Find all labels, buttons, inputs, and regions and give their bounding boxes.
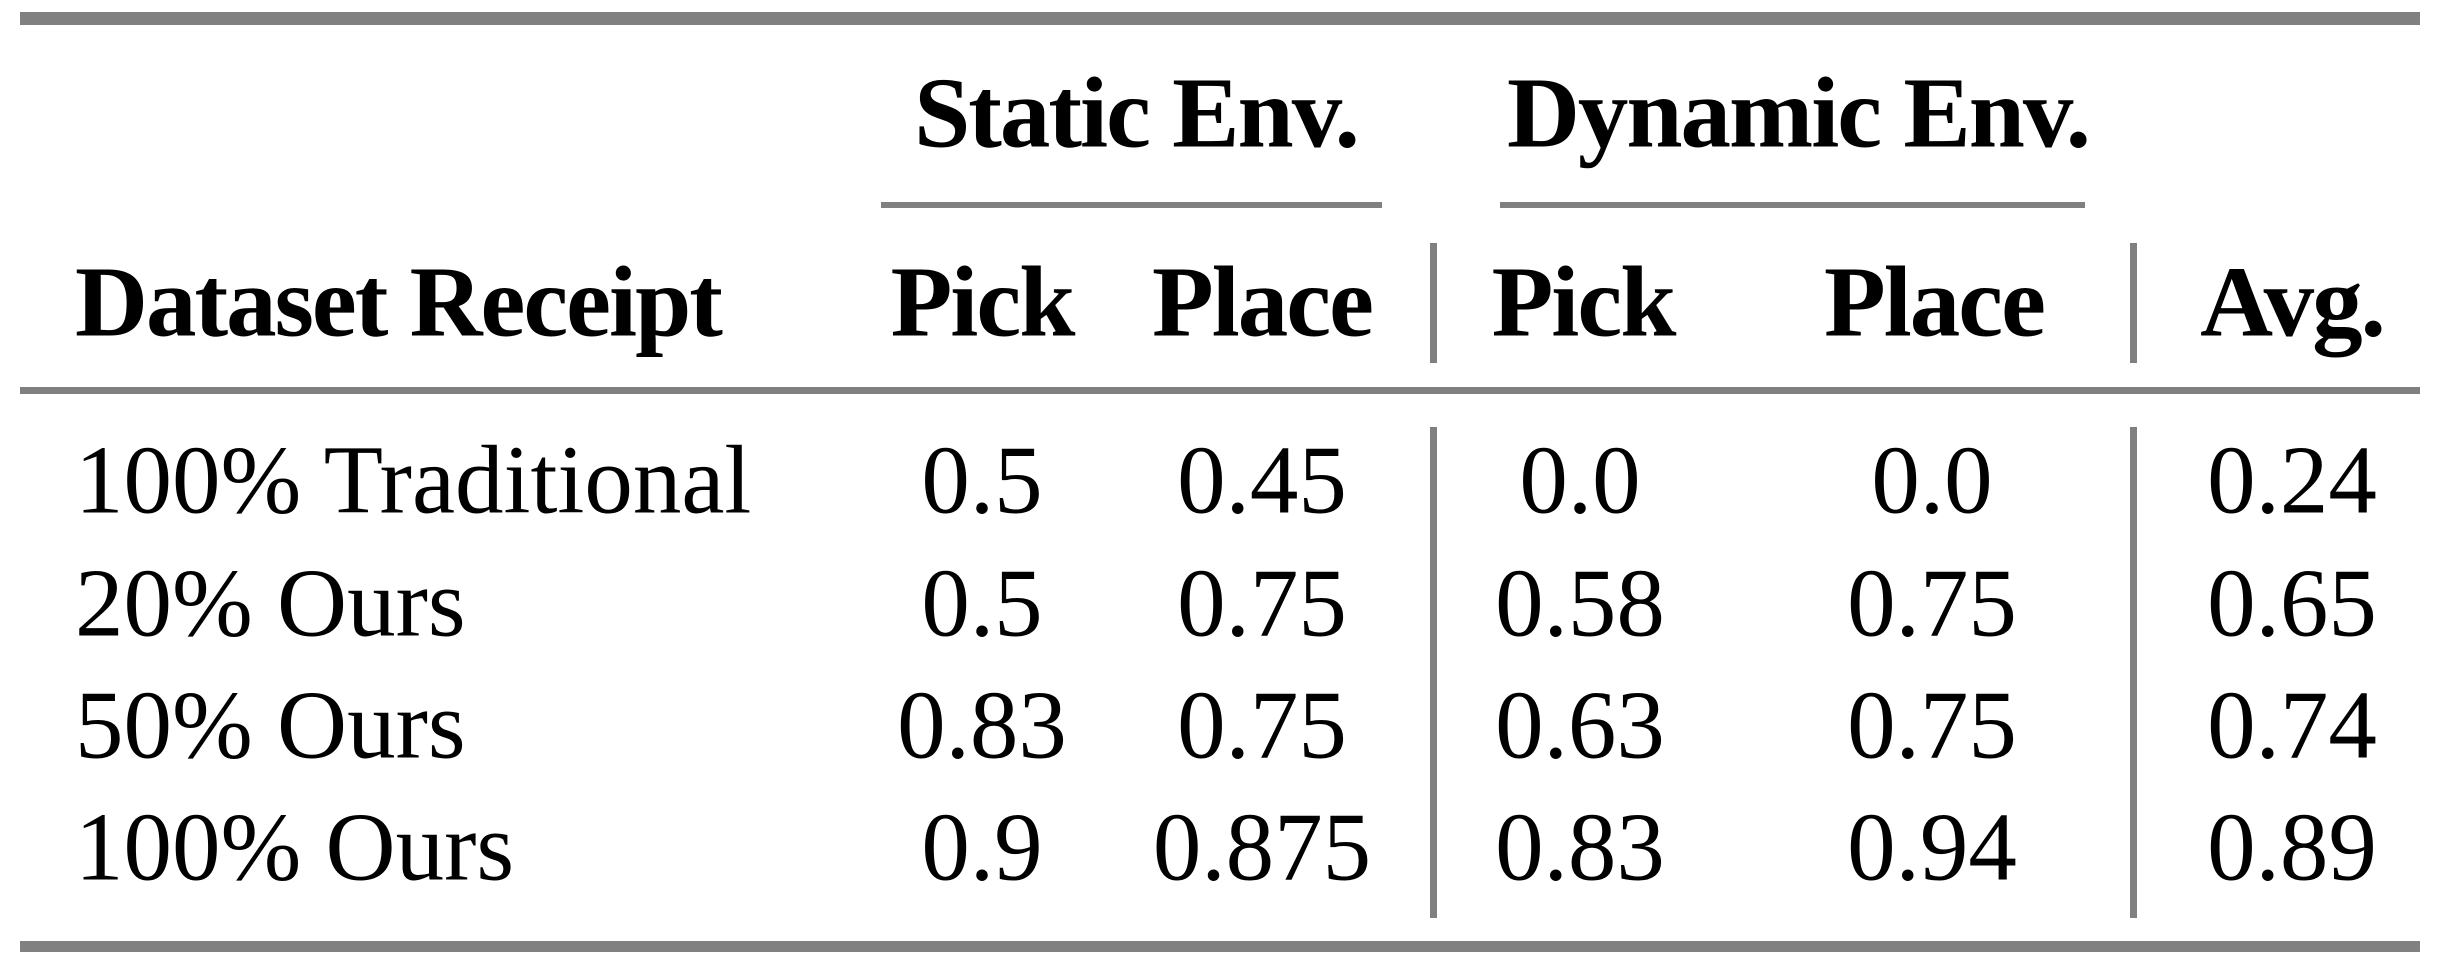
static-group-midrule <box>881 202 1382 208</box>
cell-avg: 0.74 <box>2207 671 2377 779</box>
group-header-static-env: Static Env. <box>914 56 1360 169</box>
static-dynamic-divider-body <box>1430 427 1437 918</box>
cell-static-place: 0.45 <box>1177 426 1347 534</box>
column-header-dynamic-place: Place <box>1824 245 2046 358</box>
header-separator-rule <box>20 387 2420 394</box>
cell-dynamic-pick: 0.83 <box>1495 793 1665 901</box>
cell-static-pick: 0.83 <box>897 671 1067 779</box>
column-header-dynamic-pick: Pick <box>1491 245 1677 358</box>
row-label: 50% Ours <box>75 671 466 779</box>
top-rule <box>20 12 2420 25</box>
cell-dynamic-pick: 0.58 <box>1495 549 1665 657</box>
column-header-static-place: Place <box>1152 245 1374 358</box>
column-header-dataset: Dataset Receipt <box>75 245 723 358</box>
cell-static-pick: 0.9 <box>921 793 1043 901</box>
row-label: 100% Traditional <box>75 426 752 534</box>
dynamic-avg-divider-header <box>2130 243 2137 363</box>
cell-dynamic-place: 0.0 <box>1871 426 1993 534</box>
cell-avg: 0.24 <box>2207 426 2377 534</box>
cell-static-pick: 0.5 <box>921 549 1043 657</box>
cell-static-place: 0.875 <box>1152 793 1372 901</box>
cell-dynamic-place: 0.75 <box>1847 671 2017 779</box>
cell-static-place: 0.75 <box>1177 549 1347 657</box>
column-header-static-pick: Pick <box>890 245 1076 358</box>
cell-avg: 0.89 <box>2207 793 2377 901</box>
static-dynamic-divider-header <box>1430 243 1437 363</box>
column-header-avg: Avg. <box>2200 245 2386 358</box>
cell-dynamic-pick: 0.63 <box>1495 671 1665 779</box>
row-label: 20% Ours <box>75 549 466 657</box>
bottom-rule <box>20 941 2420 952</box>
cell-dynamic-place: 0.75 <box>1847 549 2017 657</box>
cell-dynamic-pick: 0.0 <box>1519 426 1641 534</box>
cell-static-place: 0.75 <box>1177 671 1347 779</box>
group-header-dynamic-env: Dynamic Env. <box>1506 56 2091 169</box>
dynamic-avg-divider-body <box>2130 427 2137 918</box>
cell-avg: 0.65 <box>2207 549 2377 657</box>
row-label: 100% Ours <box>75 793 515 901</box>
dynamic-group-midrule <box>1500 202 2085 208</box>
cell-static-pick: 0.5 <box>921 426 1043 534</box>
cell-dynamic-place: 0.94 <box>1847 793 2017 901</box>
